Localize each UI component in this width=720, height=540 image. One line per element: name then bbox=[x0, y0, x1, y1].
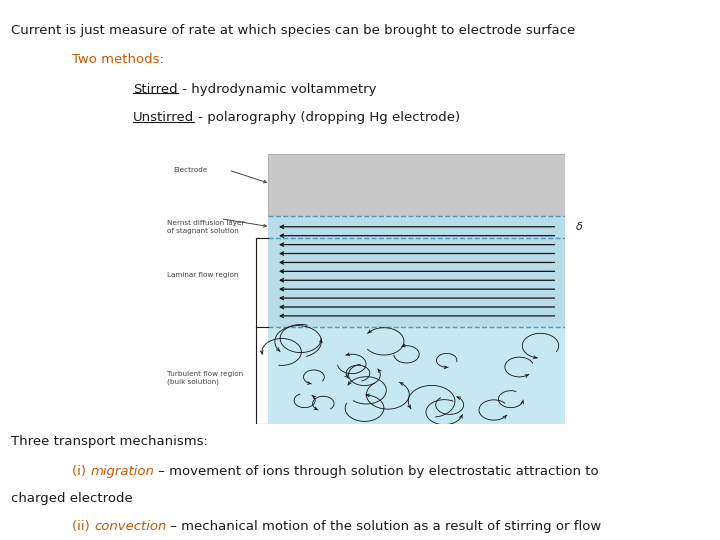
Text: Current is just measure of rate at which species can be brought to electrode sur: Current is just measure of rate at which… bbox=[11, 24, 575, 37]
Text: Two methods:: Two methods: bbox=[72, 53, 164, 66]
Text: δ: δ bbox=[576, 222, 582, 232]
Text: convection: convection bbox=[94, 520, 166, 533]
Text: Laminar flow region: Laminar flow region bbox=[167, 272, 238, 279]
Text: - hydrodynamic voltammetry: - hydrodynamic voltammetry bbox=[178, 83, 377, 96]
Bar bbox=[269, 154, 565, 216]
Text: (ii): (ii) bbox=[72, 520, 94, 533]
Text: - polarography (dropping Hg electrode): - polarography (dropping Hg electrode) bbox=[194, 111, 461, 124]
Text: Stirred: Stirred bbox=[133, 83, 178, 96]
Text: Electrode: Electrode bbox=[173, 167, 207, 173]
Bar bbox=[269, 327, 565, 424]
Bar bbox=[269, 238, 565, 327]
Text: charged electrode: charged electrode bbox=[11, 492, 132, 505]
Text: – mechanical motion of the solution as a result of stirring or flow: – mechanical motion of the solution as a… bbox=[166, 520, 602, 533]
Text: Turbulent flow region
(bulk solution): Turbulent flow region (bulk solution) bbox=[167, 371, 243, 385]
Text: – movement of ions through solution by electrostatic attraction to: – movement of ions through solution by e… bbox=[154, 465, 599, 478]
Text: migration: migration bbox=[90, 465, 154, 478]
Text: Unstirred: Unstirred bbox=[133, 111, 194, 124]
Text: Three transport mechanisms:: Three transport mechanisms: bbox=[11, 435, 207, 448]
Text: (i): (i) bbox=[72, 465, 90, 478]
Text: Nernst diffusion layer
of stagnant solution: Nernst diffusion layer of stagnant solut… bbox=[167, 220, 245, 233]
Bar bbox=[269, 216, 565, 238]
